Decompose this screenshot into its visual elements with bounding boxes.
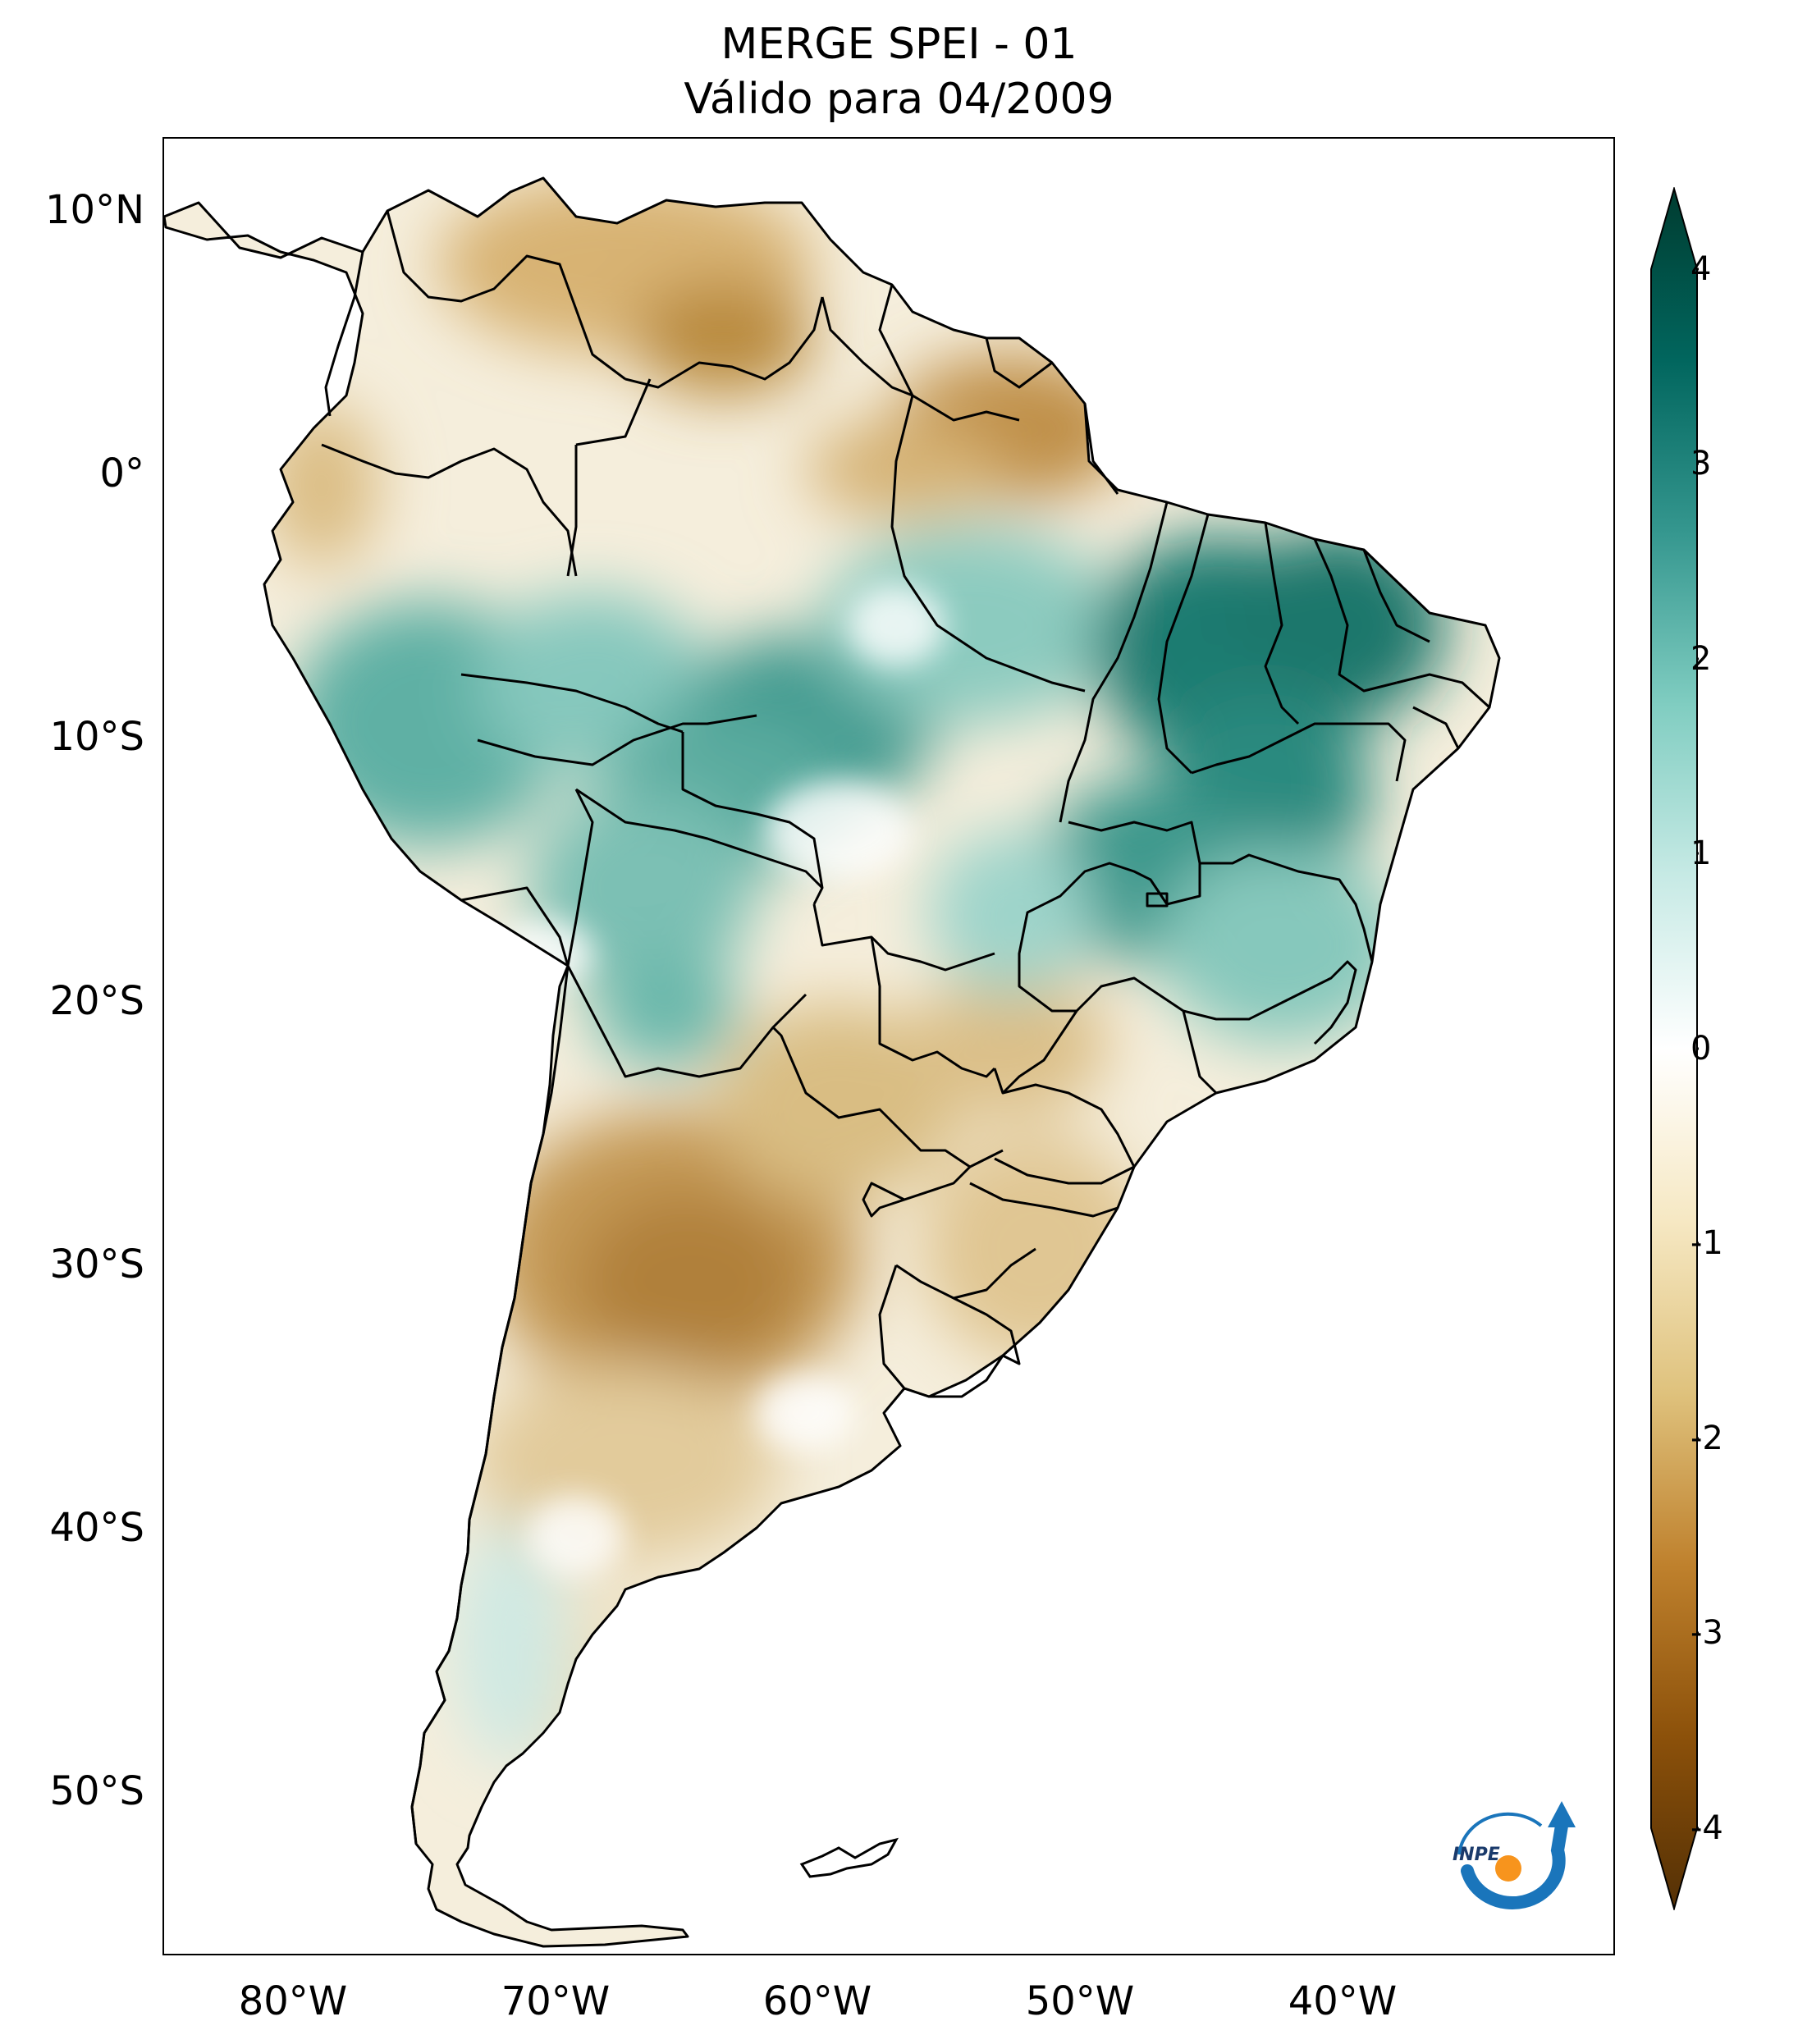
- map-title-line1: MERGE SPEI - 01: [721, 20, 1077, 69]
- lat-label-30s: 30°S: [49, 1241, 144, 1287]
- colorbar-tick-0: 0: [1690, 1030, 1712, 1068]
- south-america-map: [164, 176, 1501, 1948]
- lat-label-10n: 10°N: [45, 187, 144, 233]
- inpe-logo-text: INPE: [1453, 1845, 1500, 1865]
- lon-label-80w: 80°W: [238, 1978, 348, 2024]
- lon-label-50w: 50°W: [1025, 1978, 1135, 2024]
- colorbar-tick-neg4: -4: [1690, 1809, 1723, 1847]
- spei-field: [164, 178, 1499, 1946]
- lat-label-50s: 50°S: [49, 1768, 144, 1814]
- lat-label-20s: 20°S: [49, 978, 144, 1024]
- map-frame: [162, 137, 1615, 1955]
- lon-label-40w: 40°W: [1288, 1978, 1398, 2024]
- lat-label-0: 0°: [99, 450, 144, 496]
- colorbar-tick-1: 1: [1690, 835, 1712, 872]
- colorbar-tick-3: 3: [1690, 445, 1712, 482]
- falkland-islands: [799, 1837, 899, 1878]
- lon-label-60w: 60°W: [762, 1978, 872, 2024]
- colorbar-tick-2: 2: [1690, 640, 1712, 678]
- colorbar-tick-4: 4: [1690, 250, 1712, 288]
- spei-colorbar: [1650, 187, 1699, 1910]
- map-title-line2: Válido para 04/2009: [684, 75, 1114, 124]
- continent-outline: [164, 176, 1501, 1948]
- lat-label-10s: 10°S: [49, 714, 144, 760]
- colorbar-tick-neg1: -1: [1690, 1224, 1723, 1262]
- lat-label-40s: 40°S: [49, 1505, 144, 1551]
- inpe-logo-icon: INPE: [1453, 1801, 1576, 1910]
- colorbar-tick-neg3: -3: [1690, 1614, 1723, 1652]
- national-borders: [321, 210, 1491, 1845]
- lon-label-70w: 70°W: [501, 1978, 611, 2024]
- colorbar-tick-neg2: -2: [1690, 1420, 1723, 1457]
